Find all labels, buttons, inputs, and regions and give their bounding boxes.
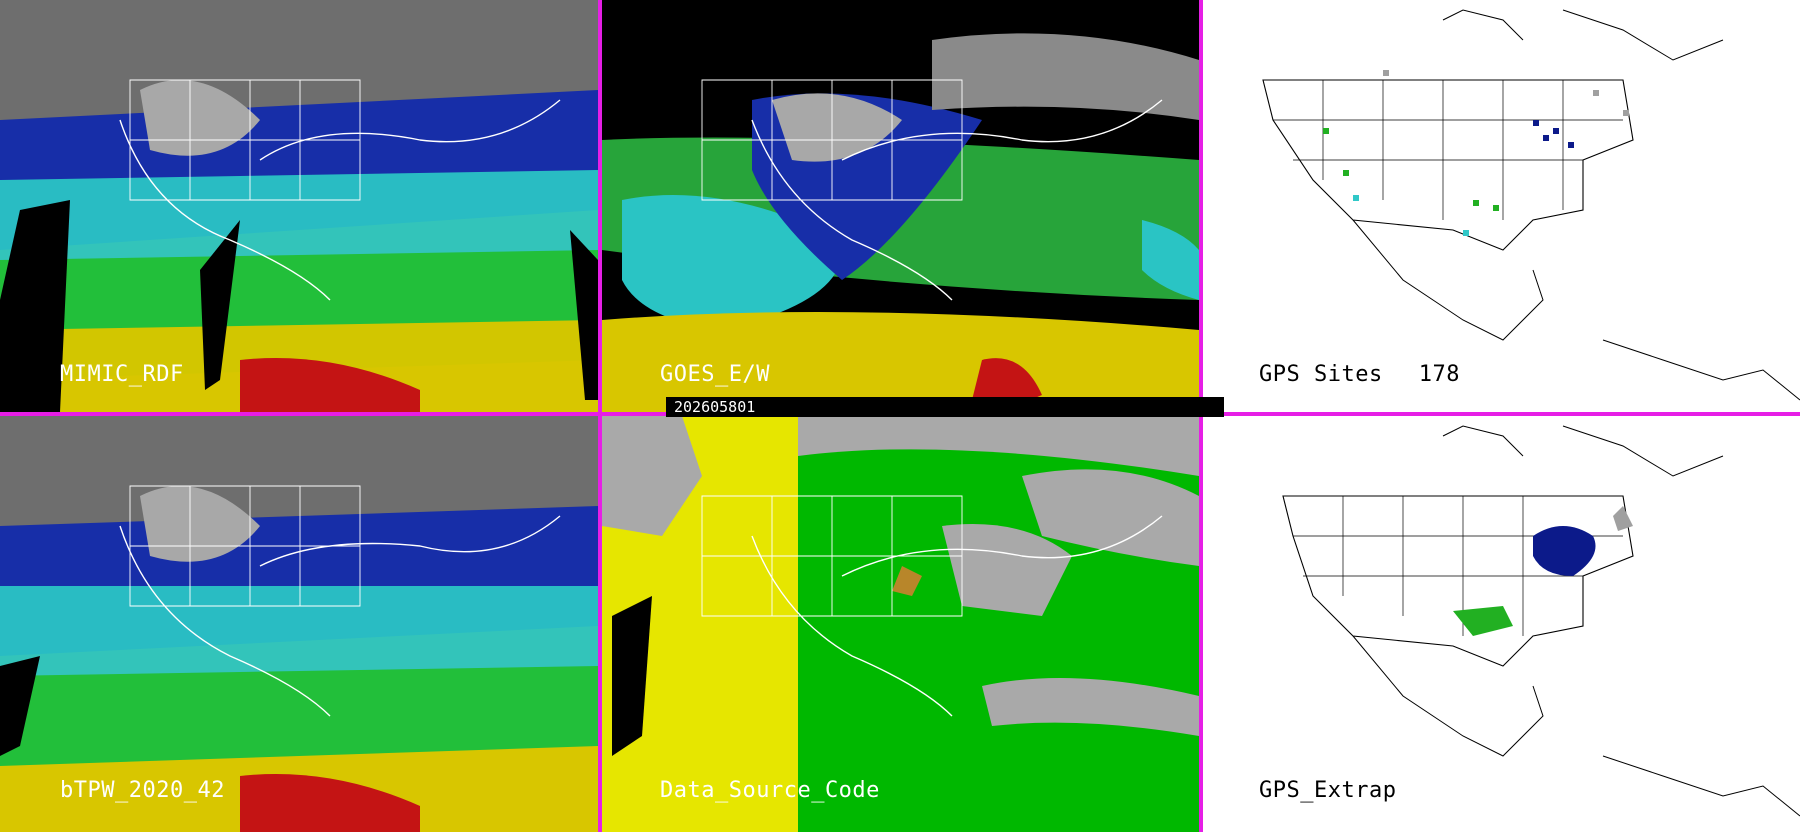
- btpw-imagery: [0, 416, 598, 832]
- goes-ew-imagery: [602, 0, 1199, 412]
- mimic-rdf-imagery: [0, 0, 598, 412]
- gps-sites-title: GPS Sites: [1259, 362, 1383, 387]
- mimic-rdf-label: MIMIC_RDF: [60, 362, 184, 387]
- goes-ew-map-panel: GOES_E/W: [602, 0, 1199, 412]
- btpw-label: bTPW_2020_42: [60, 778, 225, 803]
- vertical-divider-left: [598, 0, 602, 832]
- gps-extrap-map: [1203, 416, 1800, 832]
- gps-sites-label: GPS Sites 178: [1259, 362, 1460, 387]
- data-source-code-map-panel: Data_Source_Code: [602, 416, 1199, 832]
- mimic-rdf-map-panel: MIMIC_RDF: [0, 0, 598, 412]
- gps-sites-count: 178: [1418, 362, 1460, 387]
- gps-sites-map: [1203, 0, 1800, 412]
- gps-extrap-label: GPS_Extrap: [1259, 778, 1397, 803]
- data-source-code-imagery: [602, 416, 1199, 832]
- gps-sites-map-panel: GPS Sites 178: [1203, 0, 1800, 412]
- timestamp-bar: 202605801: [666, 397, 1224, 417]
- gps-extrap-map-panel: GPS_Extrap: [1203, 416, 1800, 832]
- goes-ew-label: GOES_E/W: [660, 362, 770, 387]
- btpw-map-panel: bTPW_2020_42: [0, 416, 598, 832]
- data-source-code-label: Data_Source_Code: [660, 778, 880, 803]
